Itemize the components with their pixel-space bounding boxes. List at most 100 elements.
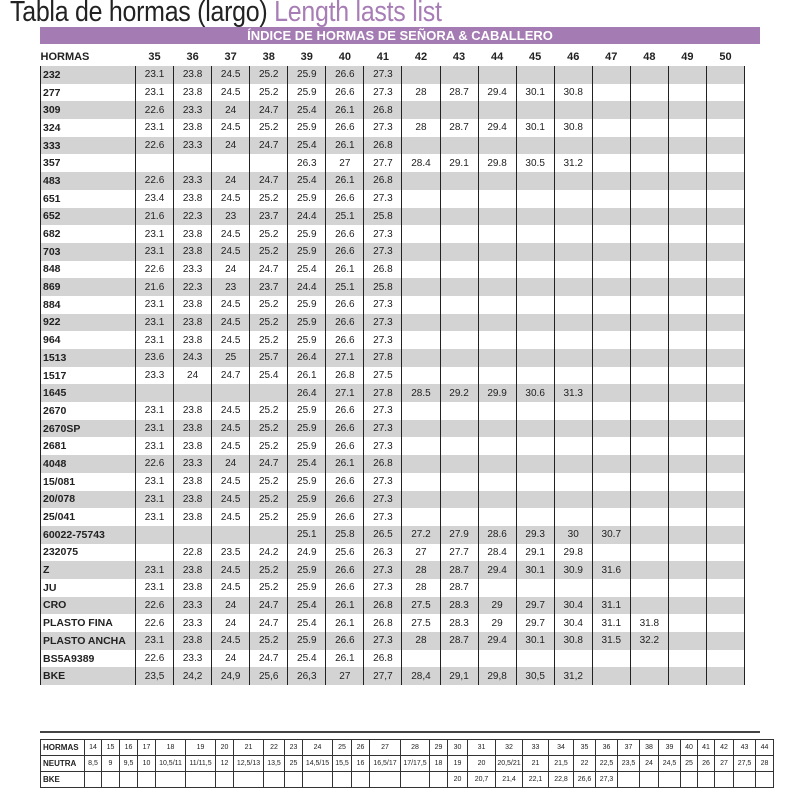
table-row: 652 21.6 22.3 23 23.7 24.4 25.1 25.8 (40, 207, 746, 226)
length-cell: 23.3 (173, 455, 212, 473)
length-cell (629, 225, 669, 243)
length-cell (553, 472, 593, 491)
length-cell: 24.5 (211, 578, 250, 597)
length-cell: 24.5 (211, 561, 250, 579)
length-cell: 28.3 (439, 614, 479, 632)
length-cell: 25.2 (249, 490, 288, 509)
length-cell (591, 119, 631, 137)
length-cell: 30.1 (515, 632, 555, 650)
length-cell: 29.9 (477, 384, 517, 403)
length-cell (629, 313, 669, 332)
length-cell (591, 349, 631, 367)
length-cell (705, 172, 746, 190)
length-cell: 27.3 (363, 578, 402, 597)
length-cell (439, 136, 479, 155)
length-cell (629, 543, 669, 562)
length-cell (477, 472, 517, 491)
table-row: 232 23.1 23.8 24.5 25.2 25.9 26.6 27.3 (40, 66, 746, 84)
last-name: 60022-75743 (40, 525, 136, 544)
length-cell (629, 472, 669, 491)
length-cell (515, 402, 555, 420)
length-cell: 31.1 (591, 614, 631, 632)
length-cell (591, 402, 631, 420)
conversion-cell: 25 (680, 755, 698, 772)
table-row: CRO 22.6 23.3 24 24.7 25.4 26.1 26.8 27.5 28.3 29 2… (40, 596, 746, 615)
length-cell (705, 260, 746, 279)
length-cell (667, 119, 707, 137)
length-cell: 27.3 (363, 189, 402, 208)
table-row: 25/041 23.1 23.8 24.5 25.2 25.9 26.6 27.3 (40, 508, 746, 526)
length-cell (477, 101, 517, 120)
length-cell: 25.4 (287, 614, 326, 632)
length-cell (705, 437, 746, 456)
length-cell (477, 366, 517, 385)
length-cell (515, 366, 555, 385)
conversion-cell: 10 (137, 755, 156, 772)
length-cell (439, 331, 479, 349)
length-cell: 23.1 (134, 119, 174, 137)
length-cell (477, 437, 517, 456)
length-cell (401, 172, 440, 190)
length-cell: 23.8 (173, 419, 212, 438)
length-cell: 24.5 (211, 402, 250, 420)
length-cell: 27.3 (363, 632, 402, 650)
length-cell: 27,7 (363, 667, 402, 686)
length-cell (515, 101, 555, 120)
length-cell (705, 207, 746, 226)
length-cell: 23.8 (173, 472, 212, 491)
column-header-size: 42 (414, 51, 428, 63)
column-header-size: 35 (148, 51, 161, 63)
length-cell: 25.2 (249, 402, 288, 420)
conversion-cell (185, 771, 216, 788)
length-cell (705, 242, 746, 261)
conversion-cell (714, 771, 734, 788)
length-cell (249, 384, 288, 403)
length-cell: 23.1 (134, 83, 174, 102)
conversion-cell (233, 771, 264, 788)
length-cell: 30.8 (553, 119, 593, 137)
last-name: BKE (40, 667, 136, 686)
table-row: 869 21.6 22.3 23 23.7 24.4 25.1 25.8 (40, 278, 746, 296)
conversion-cell: 26,6 (573, 771, 596, 788)
length-cell (134, 384, 174, 403)
length-cell (629, 402, 669, 420)
length-cell: 22.6 (134, 136, 174, 155)
column-header-size: 41 (376, 51, 390, 63)
conversion-cell: 20,7 (467, 771, 496, 788)
length-cell (553, 578, 593, 597)
table-row: 2670SP 23.1 23.8 24.5 25.2 25.9 26.6 27.3 (40, 419, 746, 438)
length-cell: 25.9 (287, 313, 326, 332)
length-cell: 27.1 (325, 349, 364, 367)
length-cell (477, 295, 517, 314)
length-cell (667, 649, 707, 668)
conversion-cell: 27 (369, 739, 401, 756)
length-cell: 25.9 (287, 437, 326, 456)
column-header-size: 44 (490, 51, 504, 63)
length-cell: 23.8 (173, 66, 212, 84)
length-cell: 24.7 (249, 136, 288, 155)
conversion-cell: 18 (155, 739, 186, 756)
length-cell: 31.2 (553, 154, 593, 173)
conversion-cell: 41 (697, 739, 715, 756)
conversion-cell: 16 (351, 755, 370, 772)
length-cell: 30 (553, 525, 593, 544)
conversion-cell: 15,5 (332, 755, 352, 772)
table-row: 703 23.1 23.8 24.5 25.2 25.9 26.6 27.3 (40, 242, 746, 261)
conversion-cell: 22,5 (595, 755, 618, 772)
length-cell (667, 632, 707, 650)
length-cell: 24.3 (173, 349, 212, 367)
length-cell (439, 402, 479, 420)
length-cell (401, 419, 440, 438)
length-cell: 28 (401, 632, 440, 650)
length-cell: 25.4 (249, 366, 288, 385)
conversion-cell: 21,4 (495, 771, 523, 788)
length-cell (705, 101, 746, 120)
conversion-cell: 17 (137, 739, 156, 756)
length-cell: 23.1 (134, 402, 174, 420)
length-cell (515, 278, 555, 296)
conversion-cell (263, 771, 285, 788)
length-cell: 31,2 (553, 667, 593, 686)
length-cell: 21.6 (134, 278, 174, 296)
length-cell (401, 225, 440, 243)
conversion-row-label: NEUTRA (40, 755, 85, 772)
